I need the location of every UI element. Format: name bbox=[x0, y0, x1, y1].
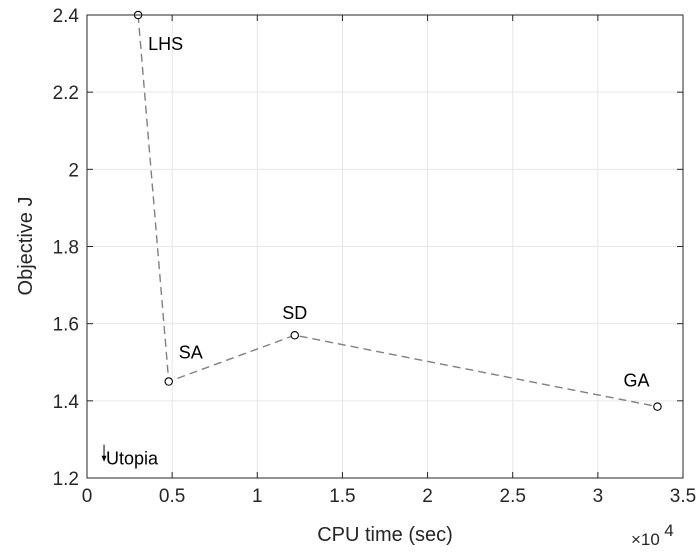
point-label-lhs: LHS bbox=[148, 34, 183, 54]
point-label-sd: SD bbox=[282, 303, 307, 323]
y-tick-label: 1.6 bbox=[53, 315, 79, 336]
annotation-utopia: Utopia bbox=[106, 449, 159, 469]
point-label-sa: SA bbox=[179, 343, 203, 363]
data-point-ga bbox=[653, 402, 662, 411]
axes: 0 0.5 1 1.5 2 2.5 3 3.5 1.2 1.4 1.6 1.8 2 2.2 2.4 bbox=[53, 6, 697, 507]
y-tick-label: 1.2 bbox=[53, 469, 79, 490]
x-tick-label: 2.5 bbox=[500, 486, 526, 507]
series-layer bbox=[133, 10, 662, 411]
x-tick-label: 2 bbox=[422, 486, 433, 507]
x-axis-title: CPU time (sec) bbox=[317, 524, 453, 546]
y-tick-label: 2.4 bbox=[53, 6, 80, 27]
point-label-ga: GA bbox=[623, 371, 649, 391]
x-axis-exponent-base: ×10 bbox=[631, 530, 660, 549]
y-axis-title: Objective J bbox=[15, 197, 37, 296]
axes-box bbox=[86, 14, 684, 479]
y-tick-label: 2 bbox=[68, 160, 79, 181]
x-axis-exponent: ×10 4 bbox=[631, 521, 674, 549]
y-tick-label: 1.8 bbox=[53, 238, 79, 259]
x-tick-label: 0.5 bbox=[159, 486, 185, 507]
label-layer: LHS SA SD GA Utopia bbox=[101, 34, 649, 469]
data-point-sa bbox=[164, 377, 173, 386]
y-tick-label: 2.2 bbox=[53, 83, 79, 104]
utopia-arrow-head bbox=[101, 455, 107, 462]
y-tick-label: 1.4 bbox=[53, 392, 80, 413]
x-tick-label: 3.5 bbox=[670, 486, 696, 507]
x-tick-label: 0 bbox=[82, 486, 93, 507]
x-tick-label: 3 bbox=[593, 486, 604, 507]
series-line bbox=[137, 14, 658, 408]
x-tick-label: 1.5 bbox=[329, 486, 355, 507]
x-axis-exponent-power: 4 bbox=[664, 521, 673, 540]
data-point-sd bbox=[290, 330, 299, 340]
x-tick-label: 1 bbox=[252, 486, 263, 507]
